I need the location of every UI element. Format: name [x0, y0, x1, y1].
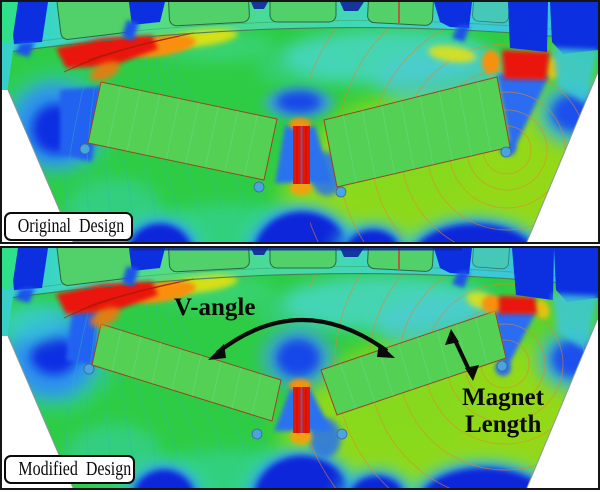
svg-text:V-angle: V-angle — [174, 294, 255, 321]
svg-text:Length: Length — [465, 411, 542, 438]
svg-text:Magnet: Magnet — [462, 384, 545, 411]
